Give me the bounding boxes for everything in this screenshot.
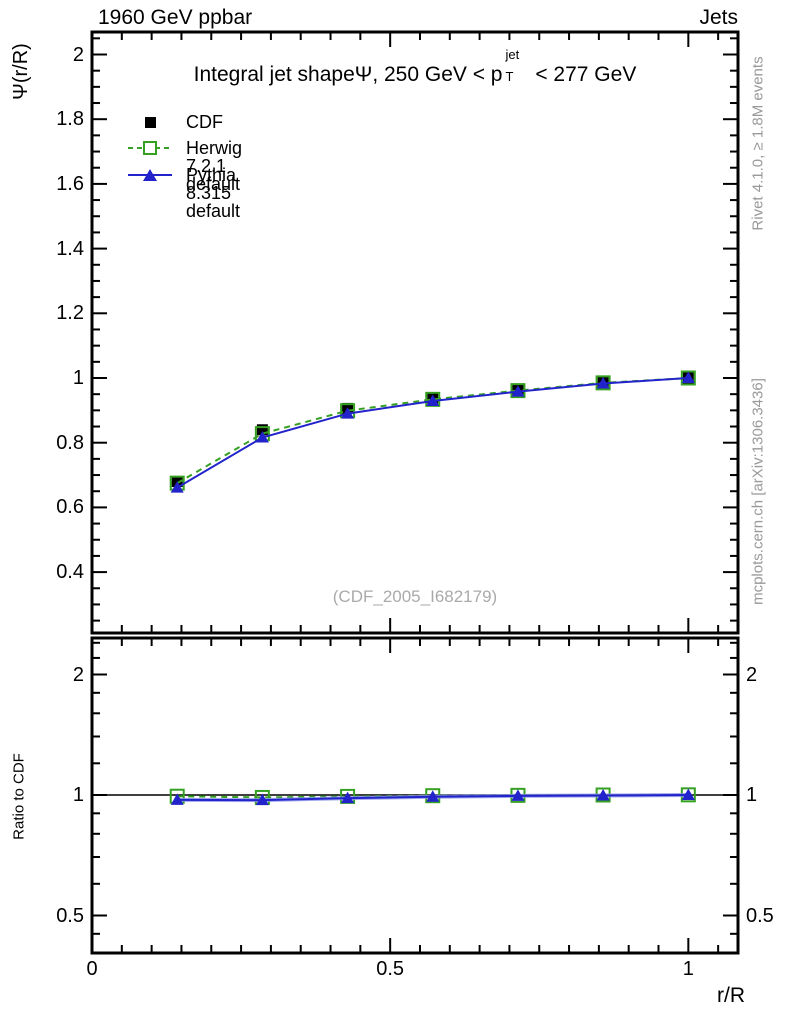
plot-title-mid: , 250 GeV < p [372,62,503,86]
ratio-y-tick-label-right: 0.5 [746,904,774,927]
legend-label-herwig: Herwig 7.2.1 default [186,138,243,194]
main-y-tick-label: 0.6 [56,496,84,519]
ratio-y-tick-label-left: 0.5 [56,904,84,927]
herwig-marker-icon [128,141,172,155]
ratio-y-tick-label-left: 1 [72,784,84,806]
x-tick-label: 0 [86,958,98,980]
legend-label-pythia: Pythia 8.315 default [186,165,241,221]
ratio-y-tick-label-right: 2 [746,663,758,686]
main-y-tick-label: 0.8 [56,431,84,454]
main-y-tick-label: 1.4 [56,237,84,260]
pt-superscript: jet [505,47,520,62]
plot-title-psi: Ψ [354,62,373,86]
main-y-tick-label: 2 [72,43,84,66]
x-axis-title: r/R [717,984,745,1007]
pt-jet-symbol: jet T [503,47,530,84]
ratio-y-tick-label-left: 2 [72,663,84,686]
main-y-tick-label: 0.4 [56,561,84,584]
plot-title-suffix: < 277 GeV [529,62,637,86]
cdf-marker-icon [145,117,156,128]
x-tick-label: 0.5 [376,958,405,980]
plot-title: Integral jet shapeΨ, 250 GeV < p jet T < 2… [92,47,738,87]
analysis-id-watermark: (CDF_2005_I682179) [332,587,498,606]
pt-subscript: T [505,69,514,84]
beam-label: 1960 GeV ppbar [98,6,253,29]
legend-label-cdf: CDF [186,112,223,132]
pythia-marker-icon [128,169,172,181]
main-y-tick-label: 1.2 [56,302,84,325]
main-y-tick-label: 1.6 [56,172,84,195]
ratio-y-tick-label-right: 1 [746,784,758,806]
main-y-tick-label: 1.8 [56,108,84,131]
x-tick-label: 1 [682,958,694,980]
main-y-tick-label: 1 [72,367,84,389]
analysis-group-label: Jets [699,6,738,29]
plot-title-prefix: Integral jet shape [193,62,355,86]
